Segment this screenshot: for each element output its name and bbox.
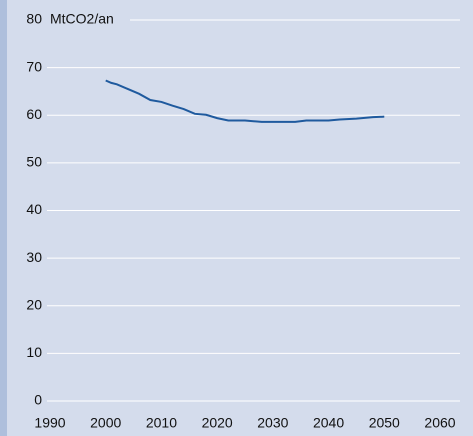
x-tick-label: 2060 <box>424 415 455 431</box>
y-tick-label: 30 <box>26 249 42 265</box>
y-tick-label: 50 <box>26 154 42 170</box>
y-tick-label: 80 <box>26 11 42 27</box>
x-tick-label: 2020 <box>202 415 233 431</box>
x-tick-label: 2040 <box>313 415 344 431</box>
y-tick-label: 20 <box>26 296 42 312</box>
x-tick-label: 2030 <box>257 415 288 431</box>
x-tick-label: 1990 <box>34 415 65 431</box>
left-border <box>0 0 7 436</box>
y-tick-label: 60 <box>26 106 42 122</box>
data-line <box>105 79 385 123</box>
x-tick-label: 2010 <box>146 415 177 431</box>
y-tick-label: 70 <box>26 58 42 74</box>
y-tick-label: 40 <box>26 201 42 217</box>
x-tick-label: 2050 <box>369 415 400 431</box>
y-tick-label: 10 <box>26 344 42 360</box>
y-tick-label: 0 <box>34 392 42 408</box>
y-axis-label: MtCO2/an <box>50 11 114 27</box>
x-tick-label: 2000 <box>90 415 121 431</box>
